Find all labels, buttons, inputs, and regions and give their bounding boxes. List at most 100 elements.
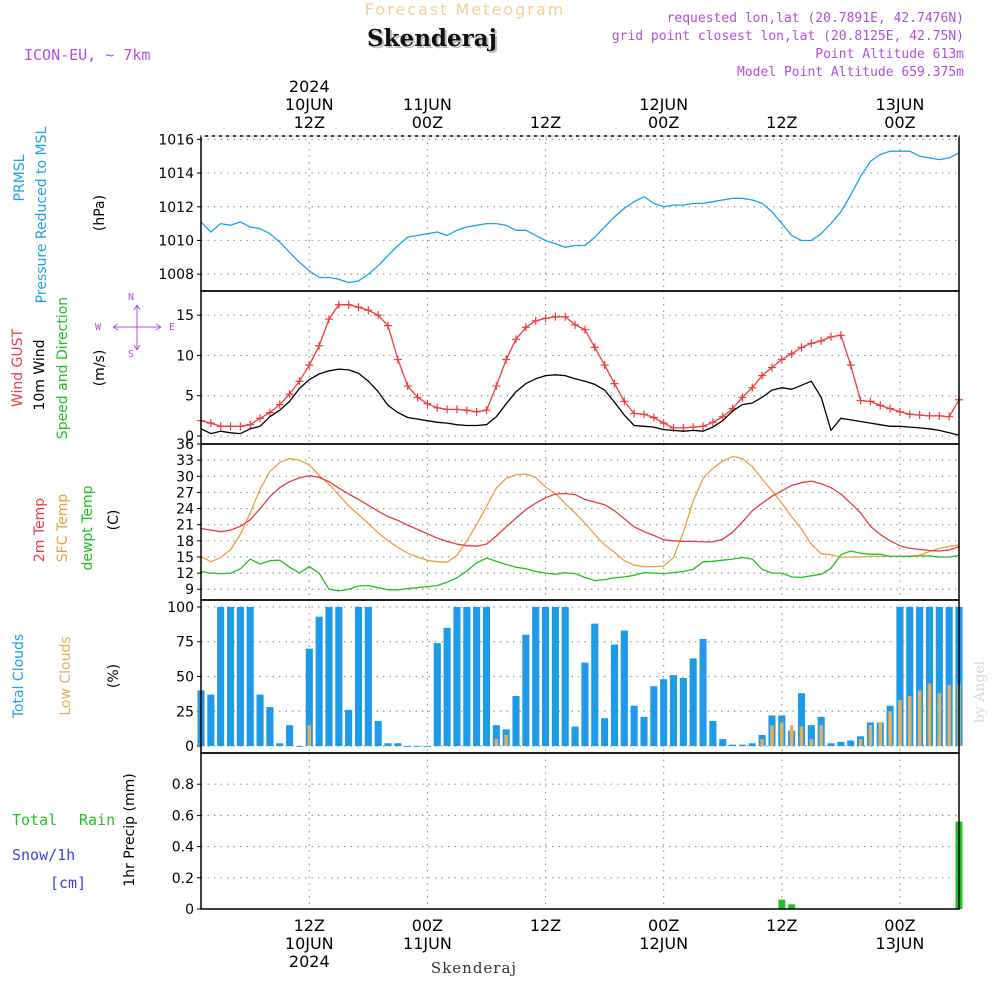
gust-marker — [876, 401, 884, 409]
gust-marker — [335, 301, 343, 309]
pressure-line — [201, 151, 959, 282]
bottom-time-label: 2024 — [289, 952, 330, 971]
y-tick-label: 12 — [176, 566, 194, 582]
bottom-time-label: 12Z — [530, 916, 561, 935]
total-cloud-bar — [827, 743, 834, 746]
y-tick-label: 24 — [176, 502, 194, 518]
total-cloud-bar — [483, 607, 490, 746]
gust-marker — [207, 419, 215, 427]
top-time-label: 12Z — [294, 113, 325, 132]
celsius-unit-label: (C) — [106, 510, 122, 531]
bottom-time-label: 00Z — [884, 916, 915, 935]
total-cloud-bar — [296, 746, 303, 747]
y-tick-label: 0 — [185, 739, 194, 755]
total-cloud-bar — [739, 745, 746, 746]
total-cloud-bar — [345, 710, 352, 746]
bottom-time-label: 12JUN — [639, 934, 688, 953]
y-tick-label: 21 — [176, 518, 194, 534]
ms-unit-label: (m/s) — [92, 350, 108, 387]
model-label: ICON-EU, ~ 7km — [24, 46, 150, 64]
low-cloud-bar — [938, 693, 942, 746]
y-tick-label: 30 — [176, 469, 194, 485]
low-cloud-bar — [790, 725, 794, 746]
y-tick-label: 50 — [176, 670, 194, 686]
low-cloud-bar — [908, 696, 912, 746]
low-cloud-bar — [878, 722, 882, 746]
gust-marker — [443, 405, 451, 413]
total-cloud-bar — [444, 628, 451, 746]
y-tick-label: 1012 — [158, 200, 194, 216]
wind-gust-label: Wind GUST — [10, 328, 26, 407]
top-time-label: 11JUN — [403, 95, 452, 114]
snow-label: Snow/1h — [12, 846, 75, 864]
bottom-time-label: 11JUN — [403, 934, 452, 953]
total-label: Total — [12, 811, 57, 829]
total-cloud-bar — [572, 727, 579, 746]
total-cloud-bar — [453, 607, 460, 746]
total-cloud-bar — [473, 607, 480, 746]
total-cloud-bar — [365, 607, 372, 746]
total-cloud-bar — [611, 645, 618, 747]
total-cloud-bar — [424, 746, 431, 747]
total-cloud-bar — [719, 739, 726, 746]
low-cloud-bar — [495, 739, 499, 746]
panel-frame — [201, 136, 959, 291]
wind-10m-label: 10m Wind — [32, 339, 48, 410]
gust-marker — [364, 306, 372, 314]
low-cloud-bar — [770, 725, 774, 746]
gust-marker — [463, 406, 471, 414]
y-tick-label: 27 — [176, 485, 194, 501]
gust-marker — [325, 315, 333, 323]
gust-marker — [305, 361, 313, 369]
gust-marker — [837, 331, 845, 339]
total-cloud-bar — [542, 607, 549, 746]
y-tick-label: 0.4 — [172, 840, 194, 856]
dewpt-label: dewpt Temp — [80, 485, 96, 570]
gust-marker — [640, 410, 648, 418]
gridpoint-coords: grid point closest lon,lat (20.8125E, 42… — [612, 29, 964, 44]
total-cloud-bar — [837, 742, 844, 746]
y-tick-label: 0 — [185, 902, 194, 918]
total-cloud-bar — [217, 607, 224, 746]
gust-marker — [896, 408, 904, 416]
compass-arrows-icon — [113, 305, 161, 350]
requested-coords: requested lon,lat (20.7891E, 42.7476N) — [667, 11, 964, 26]
gust-marker — [610, 380, 618, 388]
gust-marker — [886, 405, 894, 413]
gust-marker — [945, 413, 953, 421]
gust-marker — [217, 422, 225, 430]
total-cloud-bar — [276, 743, 283, 746]
total-cloud-bar — [404, 746, 411, 747]
total-cloud-bar — [335, 607, 342, 746]
total-cloud-bar — [601, 718, 608, 746]
top-time-label: 12JUN — [639, 95, 688, 114]
total-cloud-bar — [847, 740, 854, 746]
top-time-label: 2024 — [289, 77, 330, 96]
gust-marker — [601, 361, 609, 369]
total-cloud-bar — [562, 607, 569, 746]
speed-direction-label: Speed and Direction — [55, 297, 71, 439]
total-cloud-bar — [207, 695, 214, 746]
low-cloud-bar — [947, 685, 951, 746]
gust-marker — [492, 382, 500, 390]
total-cloud-bar — [237, 607, 244, 746]
y-tick-label: 15 — [176, 550, 194, 566]
low-cloud-bar — [308, 725, 312, 746]
bottom-time-label: 00Z — [648, 916, 679, 935]
snow-unit-label: [cm] — [50, 874, 86, 892]
total-cloud-bar — [325, 607, 332, 746]
total-cloud-bar — [257, 695, 264, 746]
hpa-unit-label: (hPa) — [92, 195, 108, 231]
prmsl-label: PRMSL — [12, 154, 28, 201]
gust-marker — [227, 422, 235, 430]
gust-marker — [817, 337, 825, 345]
bottom-time-label: 12Z — [294, 916, 325, 935]
low-clouds-label: Low Clouds — [58, 636, 74, 715]
y-tick-label: 33 — [176, 453, 194, 469]
panel-frame — [201, 444, 959, 600]
total-cloud-bar — [532, 607, 539, 746]
y-tick-label: 25 — [176, 704, 194, 720]
total-cloud-bar — [729, 745, 736, 746]
total-cloud-bar — [709, 721, 716, 746]
